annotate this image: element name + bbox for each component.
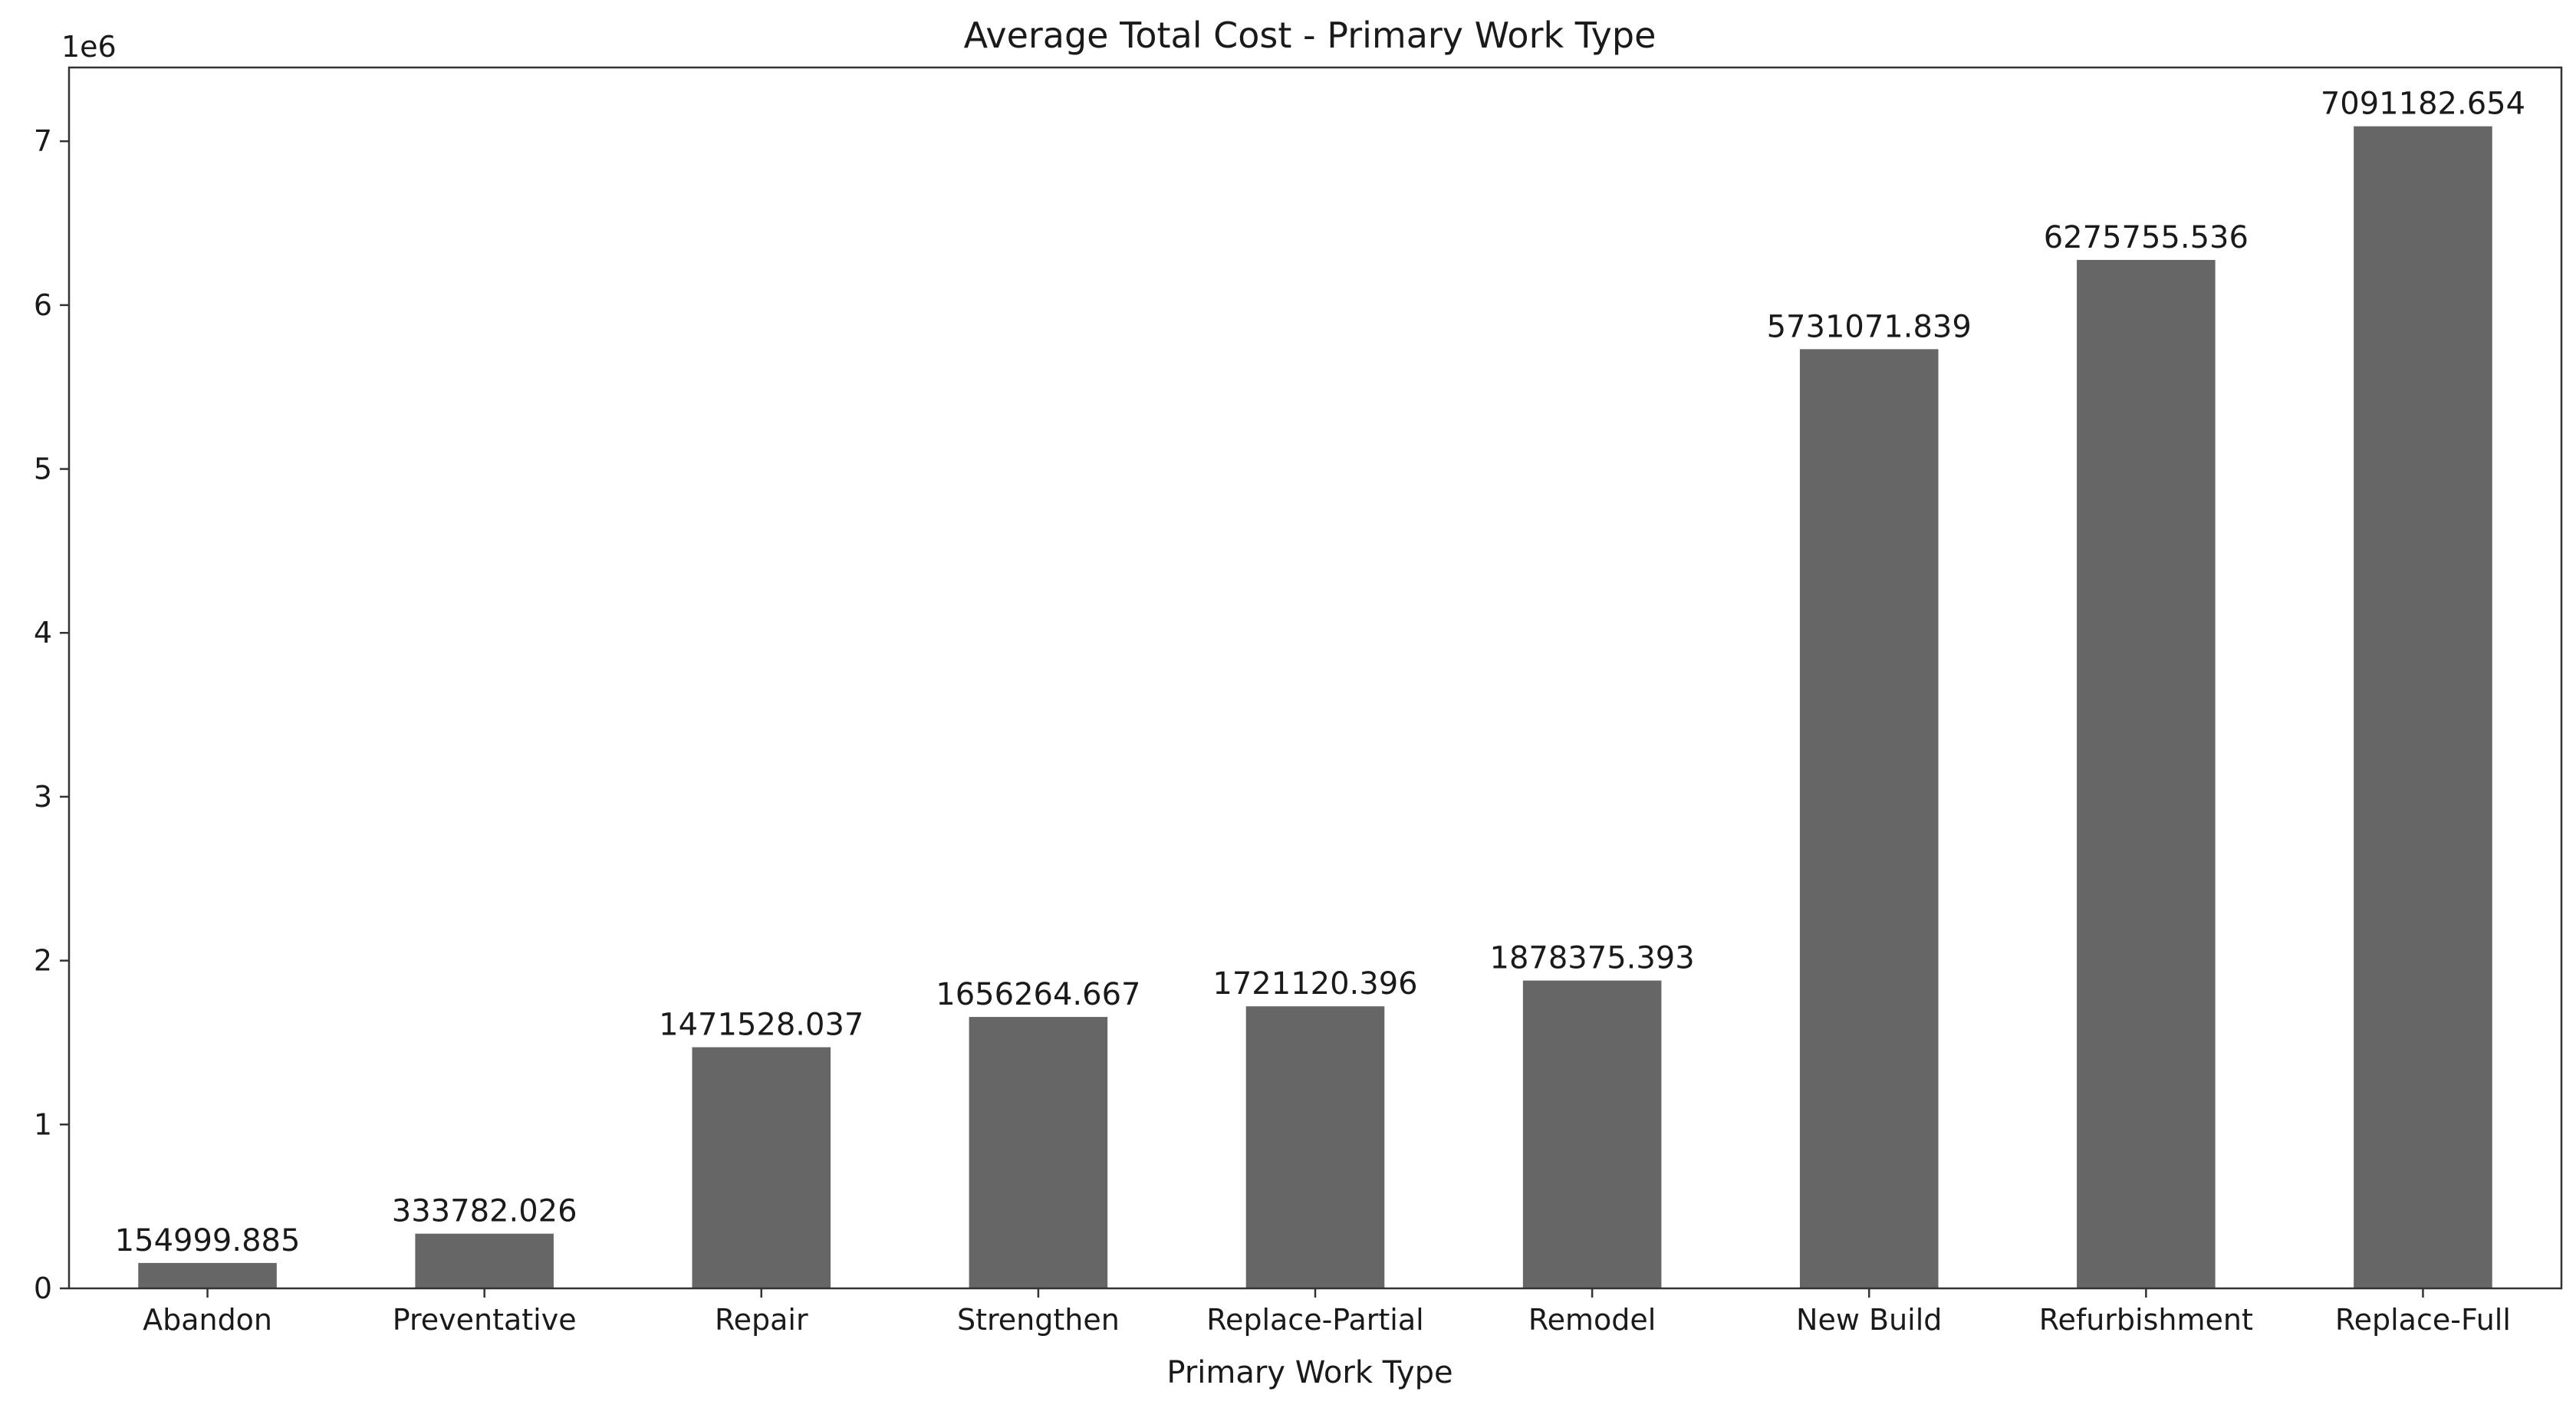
- y-tick-label-6: 6: [34, 288, 52, 322]
- y-tick-label-3: 3: [34, 780, 52, 814]
- chart-title: Average Total Cost - Primary Work Type: [964, 15, 1656, 56]
- bar-value-label-abandon: 154999.885: [115, 1223, 301, 1258]
- bar-strengthen: [969, 1017, 1108, 1288]
- bar-remodel: [1522, 980, 1662, 1288]
- bar-value-label-new-build: 5731071.839: [1767, 309, 1972, 344]
- bar-refurbishment: [2077, 259, 2216, 1289]
- y-tick-label-5: 5: [34, 452, 52, 486]
- bars-group: [138, 126, 2492, 1289]
- bar-repair: [692, 1047, 831, 1288]
- x-tick-label-repair: Repair: [715, 1303, 808, 1337]
- y-tick-label-7: 7: [34, 124, 52, 158]
- bar-new-build: [1799, 349, 1939, 1288]
- x-tick-label-replace-full: Replace-Full: [2335, 1303, 2511, 1337]
- y-axis-ticks: 0 1 2 3 4 5 6 7: [34, 124, 69, 1305]
- plot-frame: [67, 66, 2563, 1290]
- x-axis-ticks: Abandon Preventative Repair Strengthen Repla…: [143, 1288, 2511, 1337]
- x-tick-label-strengthen: Strengthen: [957, 1303, 1120, 1337]
- x-tick-label-preventative: Preventative: [393, 1303, 577, 1337]
- x-axis-label: Primary Work Type: [1166, 1355, 1452, 1390]
- y-tick-label-2: 2: [34, 944, 52, 978]
- x-tick-label-remodel: Remodel: [1528, 1303, 1656, 1337]
- bar-replace-full: [2354, 126, 2492, 1288]
- y-tick-label-4: 4: [34, 616, 52, 650]
- x-tick-label-replace-partial: Replace-Partial: [1206, 1303, 1423, 1337]
- bar-abandon: [138, 1262, 277, 1288]
- x-tick-label-new-build: New Build: [1796, 1303, 1942, 1337]
- bar-value-label-refurbishment: 6275755.536: [2044, 220, 2249, 255]
- bar-value-label-strengthen: 1656264.667: [936, 977, 1140, 1012]
- bar-value-label-replace-partial: 1721120.396: [1212, 966, 1417, 1002]
- bar-value-label-replace-full: 7091182.654: [2321, 87, 2525, 122]
- bar-value-labels: 154999.885 333782.026 1471528.037 1656264.6…: [115, 87, 2525, 1258]
- bar-value-label-remodel: 1878375.393: [1490, 941, 1695, 976]
- bar-preventative: [415, 1233, 554, 1288]
- x-tick-label-abandon: Abandon: [143, 1303, 272, 1337]
- bar-replace-partial: [1245, 1006, 1385, 1288]
- bar-value-label-preventative: 333782.026: [392, 1194, 577, 1229]
- x-tick-label-refurbishment: Refurbishment: [2039, 1303, 2253, 1337]
- bar-value-label-repair: 1471528.037: [659, 1008, 864, 1043]
- y-tick-label-0: 0: [34, 1271, 52, 1305]
- y-tick-label-1: 1: [34, 1107, 52, 1141]
- y-axis-exponent-label: 1e6: [61, 30, 117, 64]
